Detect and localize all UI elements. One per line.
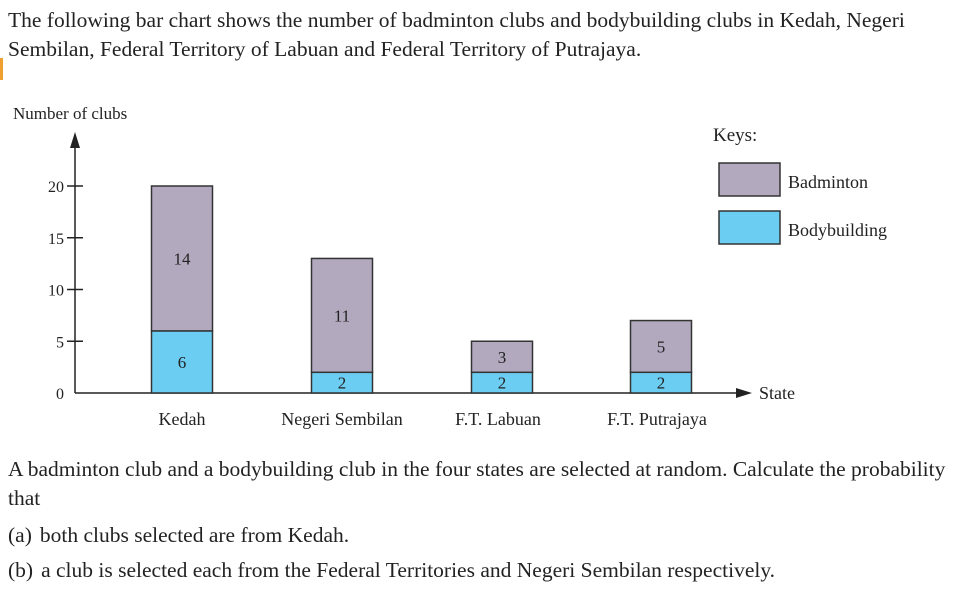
margin-marker [0, 58, 3, 80]
data-label-bodybuilding: 2 [657, 374, 666, 393]
intro-text: The following bar chart shows the number… [8, 8, 905, 61]
bar-badminton [470, 340, 534, 374]
data-label-bodybuilding: 2 [338, 374, 347, 393]
bar-badminton [150, 185, 214, 332]
category-label: F.T. Labuan [455, 409, 541, 429]
legend-label-badminton: Badminton [788, 172, 868, 192]
part-a-label: (a) [8, 523, 32, 547]
bar-badminton [629, 319, 693, 374]
legend-title: Keys: [713, 125, 757, 146]
question-part-a: (a) both clubs selected are from Kedah. [8, 521, 349, 550]
bar-chart: Number of clubs 0 5 10 15 20 State 6 14 Kedah 2 11 N… [13, 104, 887, 429]
data-label-badminton: 5 [657, 337, 666, 356]
data-label-badminton: 11 [334, 306, 350, 325]
legend-swatch-bodybuilding [718, 210, 781, 245]
category-label: Kedah [159, 409, 206, 429]
y-tick-label: 5 [56, 334, 64, 351]
y-axis-label: Number of clubs [13, 104, 127, 123]
part-b-label: (b) [8, 558, 34, 582]
legend-label-bodybuilding: Bodybuilding [788, 220, 887, 240]
question-text: A badminton club and a bodybuilding club… [8, 457, 946, 510]
x-axis-arrow [736, 388, 752, 398]
data-label-badminton: 14 [174, 249, 192, 268]
y-tick-label: 15 [48, 231, 64, 248]
x-axis-label: State [759, 383, 795, 403]
y-tick-label: 0 [56, 386, 64, 403]
y-tick-label: 10 [48, 283, 64, 300]
y-axis-arrow [70, 132, 80, 148]
y-tick-label: 20 [48, 179, 64, 196]
question-part-b: (b) a club is selected each from the Fede… [8, 556, 775, 585]
part-a-text: both clubs selected are from Kedah. [39, 523, 350, 547]
category-label: Negeri Sembilan [281, 409, 402, 429]
bar-badminton [310, 257, 374, 374]
data-label-bodybuilding: 6 [178, 353, 187, 372]
part-b-text: a club is selected each from the Federal… [41, 558, 776, 582]
category-label: F.T. Putrajaya [607, 409, 707, 429]
data-label-badminton: 3 [498, 348, 507, 367]
bar-bodybuilding [150, 330, 214, 394]
legend-swatch-badminton [718, 162, 781, 197]
data-label-bodybuilding: 2 [498, 374, 507, 393]
